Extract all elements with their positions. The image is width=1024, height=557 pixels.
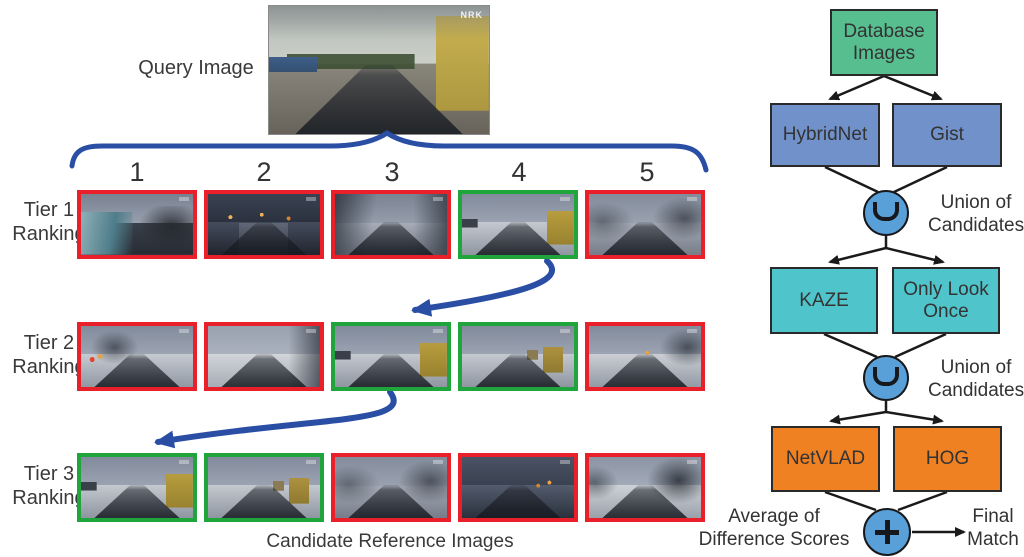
candidate-t1-5 <box>585 190 705 259</box>
final-match-label: Final Match <box>967 506 1019 550</box>
rank-number-1: 1 <box>129 157 145 187</box>
tier-3-label: Tier 3 Ranking <box>12 463 86 510</box>
node-netvlad: NetVLAD <box>771 426 880 492</box>
plus-icon <box>875 520 899 544</box>
sum-node <box>863 508 911 556</box>
candidate-t3-5 <box>585 453 705 522</box>
node-hog: HOG <box>893 426 1002 492</box>
union-icon <box>873 367 899 386</box>
candidate-t3-4 <box>458 453 578 522</box>
tier-2-label: Tier 2 Ranking <box>12 332 86 379</box>
arrow-tier2-to-tier3 <box>154 389 397 449</box>
candidate-t1-4 <box>458 190 578 259</box>
candidate-t2-3 <box>331 322 451 391</box>
union-icon <box>873 202 899 221</box>
union-node-1 <box>863 190 909 236</box>
union-1-label: Union of Candidates <box>928 192 1024 236</box>
candidate-t3-3 <box>331 453 451 522</box>
broadcaster-watermark: NRK <box>460 10 483 20</box>
candidate-t3-2 <box>204 453 324 522</box>
candidates-caption: Candidate Reference Images <box>266 531 514 552</box>
candidate-t2-4 <box>458 322 578 391</box>
average-scores-label: Average of Difference Scores <box>698 506 850 550</box>
rank-number-5: 5 <box>639 157 655 187</box>
node-only-look-once: Only Look Once <box>892 267 1000 334</box>
candidate-t2-2 <box>204 322 324 391</box>
union-2-label: Union of Candidates <box>928 357 1024 401</box>
candidate-t2-1 <box>77 322 197 391</box>
candidate-t1-2 <box>204 190 324 259</box>
tier-1-row <box>77 190 705 259</box>
tier-1-label: Tier 1 Ranking <box>12 199 86 246</box>
node-hybridnet: HybridNet <box>770 103 880 167</box>
rank-number-2: 2 <box>256 157 272 187</box>
query-image-label: Query Image <box>138 57 254 79</box>
candidate-t3-1 <box>77 453 197 522</box>
node-database-images: Database Images <box>830 9 938 76</box>
rank-number-4: 4 <box>511 157 527 187</box>
tier-2-row <box>77 322 705 391</box>
candidate-t1-3 <box>331 190 451 259</box>
node-kaze: KAZE <box>770 267 878 334</box>
query-image: NRK <box>268 5 490 135</box>
candidate-t1-1 <box>77 190 197 259</box>
candidate-t2-5 <box>585 322 705 391</box>
arrow-tier1-to-tier2 <box>411 258 555 317</box>
union-node-2 <box>863 355 909 401</box>
node-gist: Gist <box>892 103 1002 167</box>
tier-3-row <box>77 453 705 522</box>
rank-number-3: 3 <box>384 157 400 187</box>
